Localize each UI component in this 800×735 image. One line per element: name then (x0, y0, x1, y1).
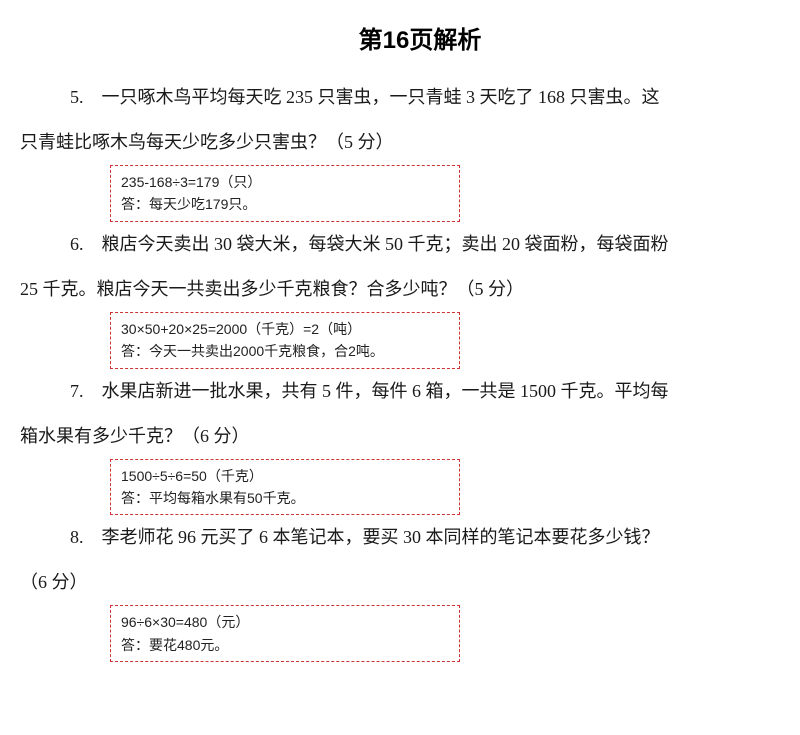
problem-8-line2: （6 分） (10, 560, 790, 605)
problem-8-line1: 8. 李老师花 96 元买了 6 本笔记本，要买 30 本同样的笔记本要花多少钱… (10, 515, 790, 560)
problem-6-line1: 6. 粮店今天卖出 30 袋大米，每袋大米 50 千克；卖出 20 袋面粉，每袋… (10, 222, 790, 267)
problem-5: 5. 一只啄木鸟平均每天吃 235 只害虫，一只青蛙 3 天吃了 168 只害虫… (10, 75, 790, 222)
answer-box-8: 96÷6×30=480（元） 答：要花480元。 (110, 605, 460, 662)
problem-7-line1: 7. 水果店新进一批水果，共有 5 件，每件 6 箱，一共是 1500 千克。平… (10, 369, 790, 414)
problem-7: 7. 水果店新进一批水果，共有 5 件，每件 6 箱，一共是 1500 千克。平… (10, 369, 790, 516)
answer-5-text: 答：每天少吃179只。 (121, 193, 449, 215)
problem-5-line1: 5. 一只啄木鸟平均每天吃 235 只害虫，一只青蛙 3 天吃了 168 只害虫… (10, 75, 790, 120)
problem-8: 8. 李老师花 96 元买了 6 本笔记本，要买 30 本同样的笔记本要花多少钱… (10, 515, 790, 662)
page-title: 第16页解析 (10, 20, 790, 55)
problem-6: 6. 粮店今天卖出 30 袋大米，每袋大米 50 千克；卖出 20 袋面粉，每袋… (10, 222, 790, 369)
problem-6-line2: 25 千克。粮店今天一共卖出多少千克粮食？合多少吨？（5 分） (10, 267, 790, 312)
answer-6-text: 答：今天一共卖出2000千克粮食，合2吨。 (121, 340, 449, 362)
problem-7-line2: 箱水果有多少千克？（6 分） (10, 414, 790, 459)
answer-box-7: 1500÷5÷6=50（千克） 答：平均每箱水果有50千克。 (110, 459, 460, 516)
answer-box-6: 30×50+20×25=2000（千克）=2（吨） 答：今天一共卖出2000千克… (110, 312, 460, 369)
answer-7-text: 答：平均每箱水果有50千克。 (121, 487, 449, 509)
answer-8-text: 答：要花480元。 (121, 634, 449, 656)
answer-box-5: 235-168÷3=179（只） 答：每天少吃179只。 (110, 165, 460, 222)
answer-5-calc: 235-168÷3=179（只） (121, 171, 449, 193)
answer-7-calc: 1500÷5÷6=50（千克） (121, 465, 449, 487)
answer-6-calc: 30×50+20×25=2000（千克）=2（吨） (121, 318, 449, 340)
answer-8-calc: 96÷6×30=480（元） (121, 611, 449, 633)
problem-5-line2: 只青蛙比啄木鸟每天少吃多少只害虫？（5 分） (10, 120, 790, 165)
